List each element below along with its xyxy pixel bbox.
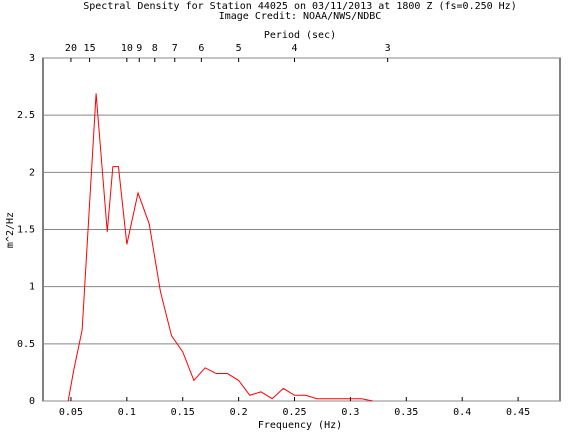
top-tick-label: 5 [236, 43, 242, 54]
y-tick-label: 1.5 [17, 225, 35, 236]
top-tick-label: 15 [84, 43, 96, 54]
top-tick-label: 3 [385, 43, 391, 54]
x-axis-label: Frequency (Hz) [258, 420, 342, 431]
y-tick-label: 3 [29, 53, 35, 64]
x-tick-label: 0.25 [282, 407, 306, 418]
top-tick-label: 9 [136, 43, 142, 54]
y-tick-label: 0 [29, 396, 35, 407]
y-tick-label: 0.5 [17, 339, 35, 350]
top-tick-label: 10 [121, 43, 133, 54]
top-axis-label: Period (sec) [264, 30, 336, 41]
top-tick-label: 7 [172, 43, 178, 54]
top-tick-label: 6 [198, 43, 204, 54]
y-tick-label: 1 [29, 282, 35, 293]
y-axis-label: m^2/Hz [5, 212, 16, 248]
x-tick-label: 0.2 [230, 407, 248, 418]
chart-subtitle: Image Credit: NOAA/NWS/NDBC [219, 11, 382, 22]
top-tick-label: 8 [152, 43, 158, 54]
x-tick-label: 0.15 [171, 407, 195, 418]
data-line [67, 93, 373, 402]
x-tick-label: 0.4 [453, 407, 471, 418]
y-tick-label: 2.5 [17, 110, 35, 121]
x-tick-label: 0.3 [341, 407, 359, 418]
y-tick-label: 2 [29, 167, 35, 178]
x-tick-label: 0.05 [59, 407, 83, 418]
x-tick-label: 0.45 [506, 407, 530, 418]
x-tick-label: 0.1 [118, 407, 136, 418]
top-tick-label: 20 [65, 43, 77, 54]
chart-title: Spectral Density for Station 44025 on 03… [83, 1, 516, 12]
top-tick-label: 4 [291, 43, 297, 54]
x-tick-label: 0.35 [394, 407, 418, 418]
